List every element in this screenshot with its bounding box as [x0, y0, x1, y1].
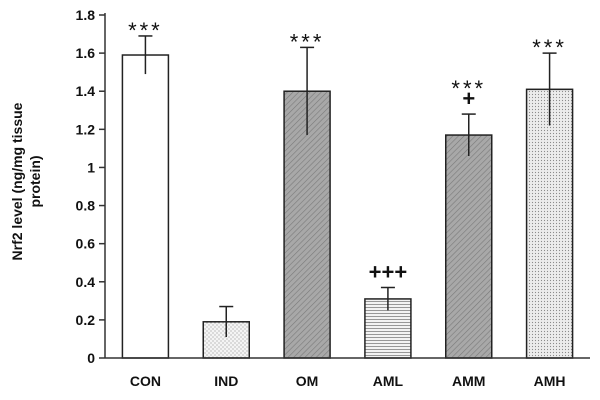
x-tick-label-con: CON: [130, 373, 161, 389]
x-tick-label-ind: IND: [214, 373, 238, 389]
significance-stars: ***: [451, 76, 486, 101]
y-axis-label: Nrf2 level (ng/mg tissue protein): [9, 102, 43, 260]
y-tick-label: 1.2: [76, 121, 96, 137]
x-tick-label-om: OM: [296, 373, 319, 389]
y-axis-ticks: 0 0.2 0.4 0.6 0.8 1 1.2 1.4 1.6 1.8: [76, 7, 105, 366]
significance-plus: +: [462, 86, 475, 111]
significance-stars: ***: [290, 29, 325, 54]
bar-amm: [445, 134, 493, 359]
x-tick-label-aml: AML: [373, 373, 404, 389]
y-tick-label: 0.2: [76, 312, 96, 328]
y-tick-label: 0: [87, 350, 95, 366]
y-tick-label: 1.4: [76, 83, 96, 99]
y-tick-label: 0.4: [76, 274, 96, 290]
bars: *** ***++++******: [121, 18, 574, 359]
significance-plus: +++: [369, 259, 408, 284]
significance-stars: ***: [128, 18, 163, 43]
y-tick-label: 0.8: [76, 198, 96, 214]
bar-om: [283, 90, 331, 359]
y-tick-label: 1.8: [76, 7, 96, 23]
bar-con: [121, 54, 170, 359]
y-tick-label: 1: [87, 159, 95, 175]
x-tick-label-amm: AMM: [452, 373, 485, 389]
x-axis-labels: CON IND OM AML AMM AMH: [130, 373, 566, 389]
y-axis-label-line: Nrf2 level (ng/mg tissue: [9, 102, 25, 260]
y-tick-label: 1.6: [76, 45, 96, 61]
axes: [104, 13, 590, 359]
x-tick-label-amh: AMH: [534, 373, 566, 389]
bar-amh: [525, 88, 574, 359]
y-tick-label: 0.6: [76, 236, 96, 252]
significance-stars: ***: [532, 35, 567, 60]
y-axis-label-line: protein): [27, 155, 43, 207]
